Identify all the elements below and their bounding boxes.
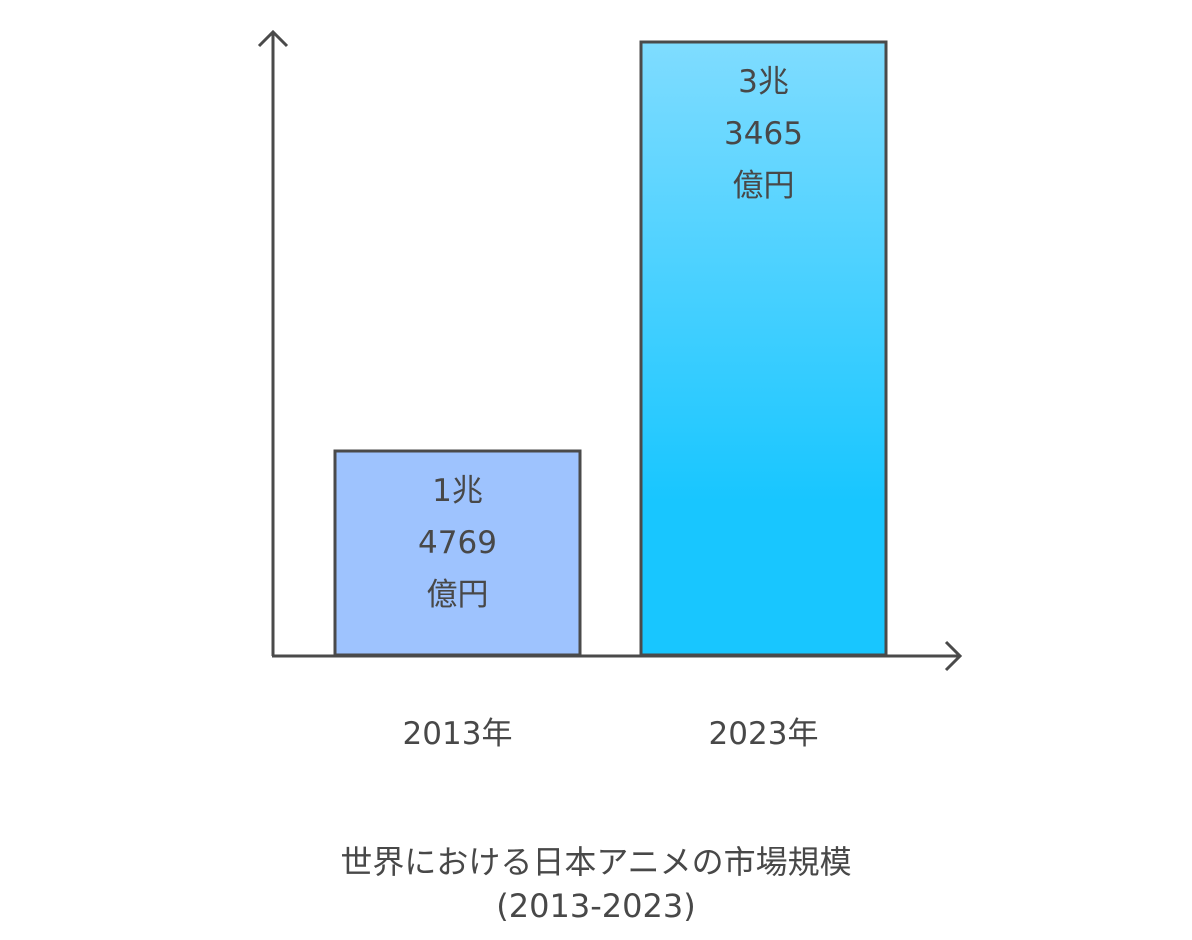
bar-chart: 1兆 4769 億円 2013年 3兆 3465 億円 2023年 — [257, 29, 963, 752]
data-label: 3465 — [724, 116, 803, 152]
x-tick-label: 2023年 — [709, 716, 819, 752]
data-label: 3兆 — [738, 64, 789, 100]
chart-title-block: 世界における日本アニメの市場規模 (2013-2023) — [0, 840, 1192, 928]
x-axis — [272, 640, 963, 672]
data-label: 1兆 — [432, 473, 483, 509]
data-label: 4769 — [418, 525, 497, 561]
x-tick-label: 2013年 — [403, 716, 513, 752]
bar-2013年 — [333, 449, 582, 657]
y-axis — [257, 29, 289, 656]
bar-2023年 — [639, 40, 888, 657]
data-label: 億円 — [733, 168, 795, 204]
chart-title: 世界における日本アニメの市場規模 — [340, 843, 852, 881]
data-label: 億円 — [427, 577, 489, 613]
chart-subtitle: (2013-2023) — [496, 887, 696, 925]
